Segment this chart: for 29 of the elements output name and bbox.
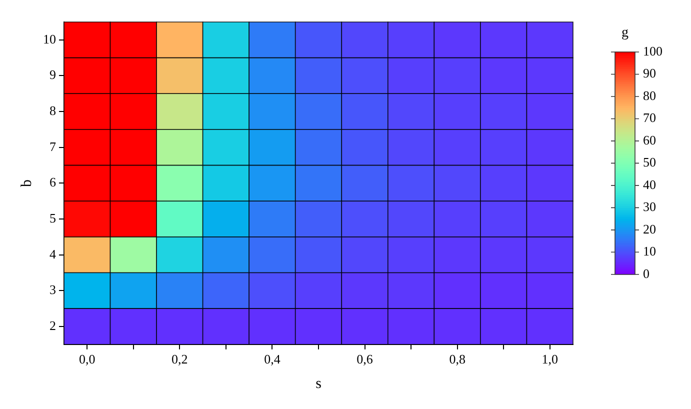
y-tick-label: 10 (43, 31, 56, 46)
x-tick-label: 0,2 (172, 352, 188, 367)
y-tick-label: 4 (50, 246, 56, 262)
x-axis-title: s (316, 376, 322, 392)
color-bar-label: 0 (643, 266, 650, 281)
color-bar-label: 80 (643, 88, 656, 103)
y-tick-label: 2 (50, 318, 56, 333)
x-tick-label: 0,4 (264, 352, 281, 367)
x-tick-label: 0,0 (79, 352, 96, 367)
color-bar-label: 40 (643, 176, 656, 192)
y-axis-title: b (18, 179, 35, 187)
y-tick-label: 8 (50, 102, 56, 118)
color-bar-label: 60 (643, 132, 656, 148)
y-tick-label: 7 (50, 138, 56, 154)
color-bar-label: 20 (643, 221, 656, 236)
y-tick-label: 6 (50, 174, 56, 190)
color-bar-label: 90 (643, 66, 656, 81)
x-tick-label: 0,8 (449, 352, 466, 367)
y-tick-label: 5 (50, 210, 56, 226)
x-tick-label: 0,6 (356, 352, 374, 367)
color-bar-label: 30 (643, 199, 656, 214)
color-bar-label: 10 (643, 244, 656, 259)
color-bar-label: 50 (643, 154, 656, 170)
color-bar-label: 100 (643, 43, 662, 58)
color-bar-label: 70 (643, 110, 656, 126)
x-tick-label: 1,0 (542, 352, 558, 367)
y-tick-label: 9 (50, 67, 56, 82)
y-tick-label: 3 (50, 282, 56, 298)
color-bar-title: g (622, 26, 628, 41)
